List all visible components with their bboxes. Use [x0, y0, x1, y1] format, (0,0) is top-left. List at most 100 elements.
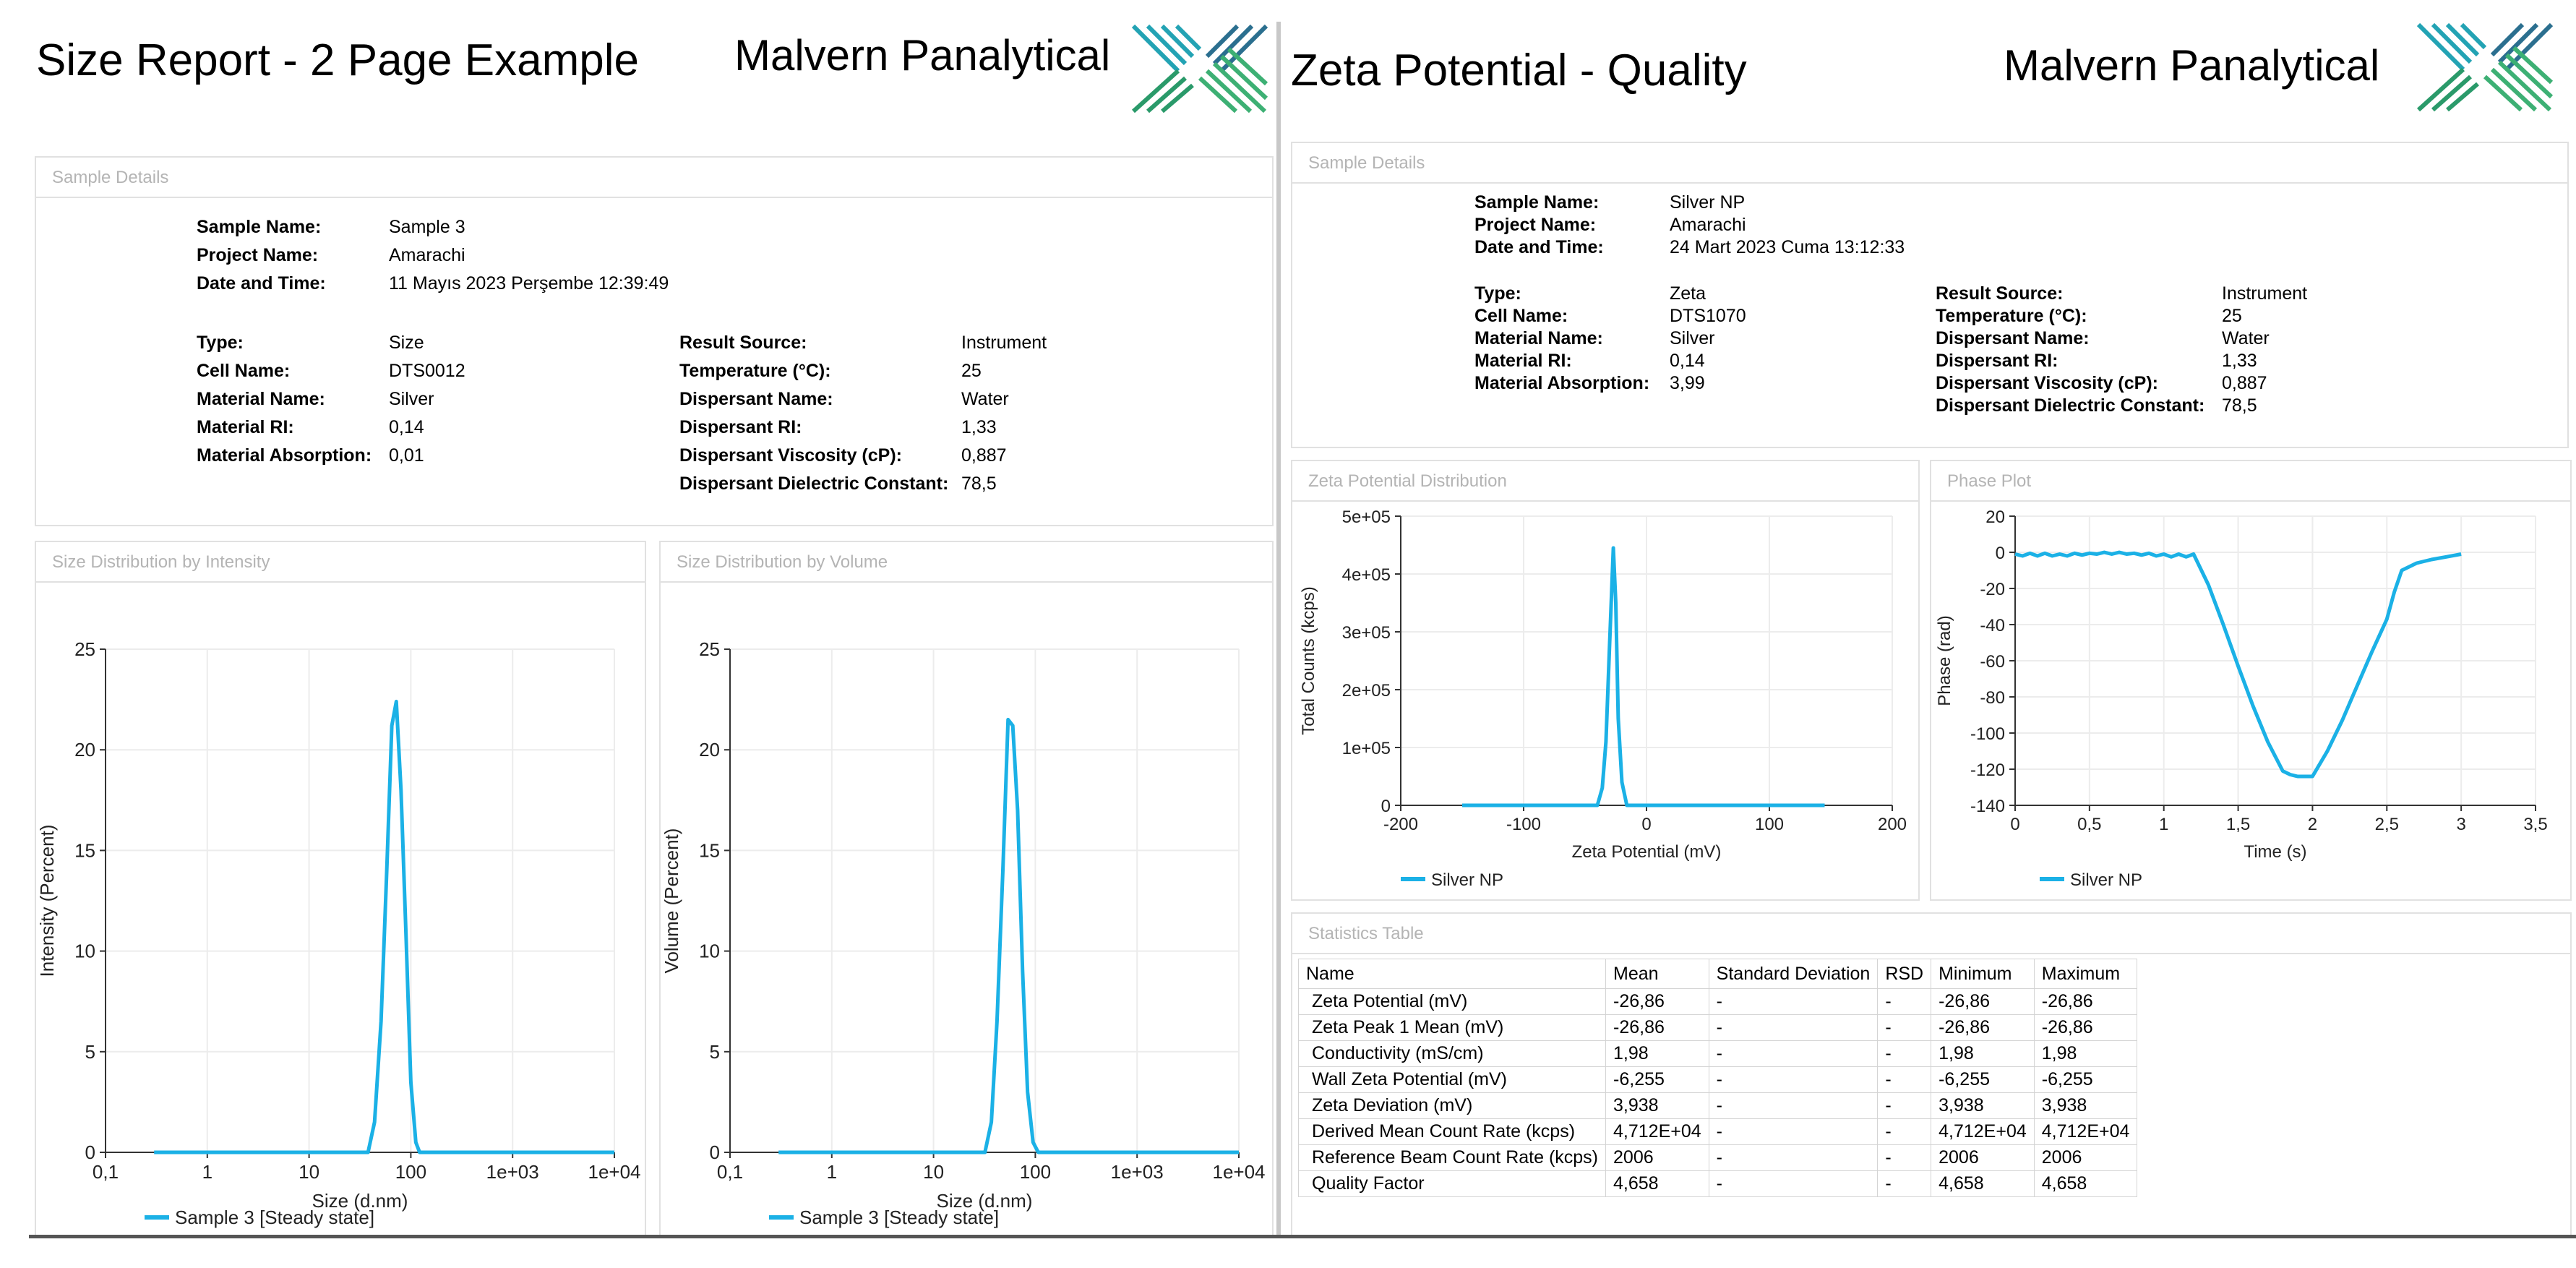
y-tick-label: -120 — [1970, 761, 2005, 780]
detail-label: Dispersant Viscosity (cP): — [679, 445, 902, 466]
panel-header: Sample Details — [36, 158, 1272, 198]
column-header[interactable]: Mean — [1605, 959, 1709, 989]
x-axis-label: Size (d.nm) — [312, 1190, 408, 1212]
x-tick-label: 1e+04 — [1212, 1161, 1265, 1183]
table-cell: 2006 — [1605, 1144, 1709, 1171]
detail-label: Date and Time: — [197, 273, 326, 294]
x-tick-label: 0 — [2010, 815, 2019, 834]
y-tick-label: 15 — [699, 839, 720, 861]
detail-label: Result Source: — [679, 333, 807, 353]
y-tick-label: 0 — [1381, 797, 1391, 816]
table-cell: 2006 — [1931, 1144, 2035, 1171]
table-cell: -26,86 — [2033, 988, 2138, 1015]
zeta-chart: 0 1e+05 2e+05 3e+05 4e+05 5e+05 -200 -100 0 100 20… — [1299, 507, 1907, 890]
detail-label: Project Name: — [1474, 215, 1597, 235]
table-cell: Conductivity (mS/cm) — [1297, 1040, 1607, 1067]
detail-label: Date and Time: — [1474, 237, 1604, 257]
detail-value: 0,887 — [961, 445, 1007, 466]
x-axis-label: Time (s) — [2244, 842, 2306, 862]
detail-label: Sample Name: — [1474, 192, 1600, 213]
zeta-report: Zeta Potential - Quality Malvern Panalyt… — [1282, 0, 2576, 1238]
y-tick-label: 0 — [1996, 544, 2005, 563]
detail-label: Material Name: — [197, 389, 325, 409]
panel-header: Statistics Table — [1292, 914, 2570, 954]
y-tick-label: 25 — [74, 638, 95, 660]
y-tick-label: 1e+05 — [1342, 739, 1391, 758]
x-tick-label: -200 — [1383, 815, 1418, 834]
detail-label: Material Absorption: — [197, 445, 372, 466]
y-tick-label: 5 — [710, 1041, 720, 1063]
detail-label: Material RI: — [1474, 351, 1572, 371]
detail-label: Project Name: — [197, 245, 319, 265]
table-cell: Zeta Potential (mV) — [1297, 988, 1607, 1015]
y-tick-label: -20 — [1980, 580, 2005, 599]
table-row[interactable]: Reference Beam Count Rate (kcps) 2006- -20… — [1297, 1144, 2138, 1171]
panel-title: Phase Plot — [1947, 471, 2032, 491]
table-cell: Quality Factor — [1297, 1170, 1607, 1197]
table-cell: - — [1708, 1144, 1879, 1171]
detail-value: 11 Mayıs 2023 Perşembe 12:39:49 — [389, 273, 669, 294]
table-row[interactable]: Quality Factor 4,658- -4,658 4,658 — [1297, 1170, 2138, 1197]
table-row[interactable]: Derived Mean Count Rate (kcps) 4,712E+04-… — [1297, 1118, 2138, 1145]
legend-label: Silver NP — [1431, 870, 1503, 890]
series-line — [2014, 550, 2462, 779]
panel-header: Size Distribution by Volume — [661, 542, 1272, 583]
phase-chart: -140 -120 -100 -80 -60 -40 -20 0 20 0 0,5 1 1,5 2 2,5 3… — [1935, 507, 2548, 890]
brand-name: Malvern Panalytical — [734, 31, 1111, 80]
column-header[interactable]: Maximum — [2033, 959, 2138, 989]
x-tick-label: 1e+04 — [588, 1161, 640, 1183]
table-row[interactable]: Conductivity (mS/cm) 1,98- -1,98 1,98 — [1297, 1040, 2138, 1067]
detail-value: 78,5 — [961, 474, 997, 494]
detail-label: Dispersant Name: — [679, 389, 833, 409]
detail-value: 0,14 — [389, 417, 424, 437]
detail-value: Water — [2222, 328, 2270, 348]
series-line — [1462, 546, 1825, 808]
detail-label: Material Absorption: — [1474, 373, 1650, 393]
table-cell: 4,712E+04 — [1931, 1118, 2035, 1145]
table-row[interactable]: Zeta Potential (mV) -26,86- - -26,86 -26,86 — [1297, 988, 2138, 1015]
y-tick-label: -80 — [1980, 688, 2005, 708]
y-tick-label: -140 — [1970, 797, 2005, 816]
zeta-chart-panel: Zeta Potential Distribution 0 1e+05 2e+05 3… — [1291, 460, 1920, 901]
x-tick-label: 0 — [1641, 815, 1651, 834]
column-header[interactable]: RSD — [1877, 959, 1932, 989]
table-cell: Zeta Peak 1 Mean (mV) — [1297, 1014, 1607, 1041]
y-tick-label: 0 — [710, 1141, 720, 1163]
y-axis-label: Volume (Percent) — [661, 828, 682, 974]
brand-name: Malvern Panalytical — [2004, 41, 2380, 90]
y-tick-label: 10 — [699, 941, 720, 962]
detail-value: 3,99 — [1670, 373, 1705, 393]
x-tick-label: 10 — [299, 1161, 319, 1183]
table-cell: -26,86 — [2033, 1014, 2138, 1041]
y-tick-label: 10 — [74, 941, 95, 962]
table-cell: - — [1877, 1170, 1932, 1197]
detail-label: Temperature (°C): — [679, 361, 831, 381]
x-tick-label: 1e+03 — [1111, 1161, 1164, 1183]
x-tick-label: 100 — [1020, 1161, 1051, 1183]
panel-header: Size Distribution by Intensity — [36, 542, 645, 583]
statistics-table: Name Mean Standard Deviation RSD Minimum Maxi… — [1297, 959, 2138, 1197]
detail-value: Instrument — [961, 333, 1047, 353]
y-tick-label: 2e+05 — [1342, 681, 1391, 701]
table-cell: -6,255 — [1605, 1066, 1709, 1093]
table-row[interactable]: Wall Zeta Potential (mV) -6,255- - -6,255 -6… — [1297, 1066, 2138, 1093]
table-cell: 4,658 — [2033, 1170, 2138, 1197]
table-cell: Wall Zeta Potential (mV) — [1297, 1066, 1607, 1093]
column-header[interactable]: Standard Deviation — [1708, 959, 1879, 989]
table-cell: - — [1708, 988, 1879, 1015]
panel-header: Zeta Potential Distribution — [1292, 461, 1918, 502]
x-tick-label: 10 — [923, 1161, 944, 1183]
detail-label: Dispersant Dielectric Constant: — [1936, 395, 2205, 416]
detail-value: DTS0012 — [389, 361, 465, 381]
detail-label: Dispersant Name: — [1936, 328, 2090, 348]
table-row[interactable]: Zeta Peak 1 Mean (mV) -26,86- - -26,86 -26,8… — [1297, 1014, 2138, 1041]
table-row[interactable]: Zeta Deviation (mV) 3,938- -3,938 3,938 — [1297, 1092, 2138, 1119]
panel-header: Phase Plot — [1931, 461, 2570, 502]
detail-value: Water — [961, 389, 1009, 409]
volume-chart-panel: Size Distribution by Volume 0 5 10 15 20 25 0,… — [659, 541, 1274, 1236]
x-axis-label: Size (d.nm) — [937, 1190, 1033, 1212]
column-header[interactable]: Minimum — [1931, 959, 2035, 989]
table-cell: - — [1708, 1118, 1879, 1145]
detail-value: Sample 3 — [389, 217, 465, 237]
column-header[interactable]: Name — [1297, 959, 1607, 989]
